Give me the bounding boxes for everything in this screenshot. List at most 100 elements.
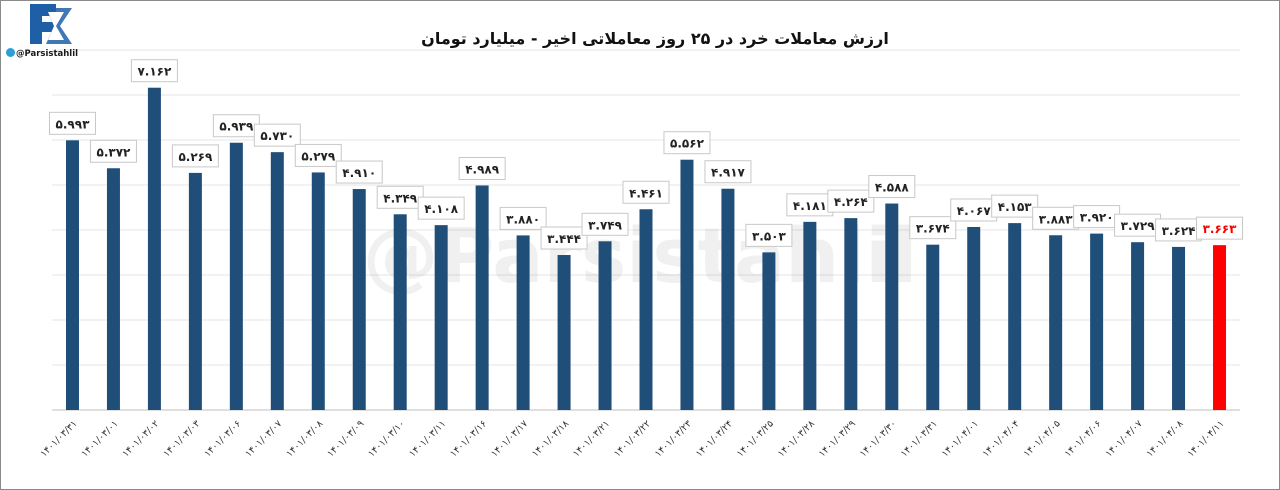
value-label: ۵.۲۶۹ bbox=[171, 144, 219, 168]
value-label-text: ۵.۳۷۲ bbox=[97, 145, 132, 159]
x-tick-label: ۱۴۰۱/۰۴/۰۱ bbox=[940, 418, 981, 459]
value-label-box bbox=[622, 180, 670, 204]
x-tick-label: ۱۴۰۱/۰۳/۳۰ bbox=[858, 418, 899, 459]
value-label-box bbox=[253, 123, 301, 147]
value-label-text: ۴.۱۰۸ bbox=[424, 202, 459, 216]
value-label-text: ۳.۶۶۳ bbox=[1203, 222, 1238, 236]
value-label: ۵.۵۶۲ bbox=[663, 131, 711, 155]
value-label-text: ۴.۴۶۱ bbox=[629, 186, 663, 200]
x-tick-label: ۱۴۰۱/۰۳/۱۰ bbox=[366, 418, 407, 459]
bar bbox=[188, 172, 202, 410]
x-tick-label: ۱۴۰۱/۰۴/۱۱ bbox=[1185, 418, 1226, 459]
bar bbox=[762, 252, 776, 410]
value-label-box bbox=[704, 160, 752, 184]
bar bbox=[434, 225, 448, 410]
x-tick-label: ۱۴۰۱/۰۳/۲۳ bbox=[653, 418, 694, 459]
x-tick-label: ۱۴۰۱/۰۳/۰۱ bbox=[79, 418, 120, 459]
value-label-text: ۵.۹۳۹ bbox=[219, 120, 254, 134]
value-label-text: ۷.۱۶۲ bbox=[137, 65, 172, 79]
value-label: ۳.۸۸۳ bbox=[1032, 206, 1080, 230]
bar bbox=[680, 159, 694, 410]
bar bbox=[639, 209, 653, 410]
value-label-text: ۳.۶۷۴ bbox=[916, 222, 950, 236]
value-label: ۳.۶۲۴ bbox=[1155, 218, 1203, 242]
chart-title: ارزش معاملات خرد در ۲۵ روز معاملاتی اخیر… bbox=[421, 29, 889, 48]
bar bbox=[147, 87, 161, 411]
value-label: ۳.۷۲۹ bbox=[1114, 213, 1162, 237]
bar bbox=[1172, 246, 1186, 410]
value-label-text: ۳.۷۲۹ bbox=[1121, 219, 1156, 233]
bar bbox=[926, 244, 940, 410]
bar bbox=[967, 226, 981, 410]
brand-handle: @Parsistahlil bbox=[16, 49, 79, 59]
value-label: ۵.۲۷۹ bbox=[294, 143, 342, 167]
x-tick-label: ۱۴۰۱/۰۳/۳۱ bbox=[38, 418, 79, 459]
value-label: ۴.۹۸۹ bbox=[458, 156, 506, 180]
bar bbox=[475, 185, 489, 410]
value-label-text: ۵.۵۶۲ bbox=[670, 137, 705, 151]
value-label: ۳.۹۲۰ bbox=[1073, 205, 1121, 229]
value-label-box bbox=[294, 143, 342, 167]
value-label-text: ۳.۷۴۹ bbox=[588, 218, 623, 232]
bar bbox=[516, 235, 530, 410]
value-label: ۳.۵۰۳ bbox=[745, 223, 793, 247]
value-label-box bbox=[540, 226, 588, 250]
value-label: ۳.۸۸۰ bbox=[499, 206, 547, 230]
value-label-text: ۵.۷۳۰ bbox=[260, 129, 294, 143]
x-tick-label: ۱۴۰۱/۰۳/۰۸ bbox=[284, 418, 325, 459]
value-label-box bbox=[130, 59, 178, 83]
x-tick-label: ۱۴۰۱/۰۳/۲۸ bbox=[776, 418, 817, 459]
x-tick-label: ۱۴۰۱/۰۳/۱۶ bbox=[448, 418, 489, 459]
value-label-text: ۵.۲۶۹ bbox=[178, 150, 213, 164]
bar bbox=[270, 152, 284, 410]
value-label: ۴.۱۰۸ bbox=[417, 196, 465, 220]
telegram-icon bbox=[6, 48, 15, 57]
value-label: ۴.۴۶۱ bbox=[622, 180, 670, 204]
bar bbox=[1090, 233, 1104, 410]
bar bbox=[721, 188, 735, 410]
bar bbox=[393, 214, 407, 410]
value-label-box bbox=[663, 131, 711, 155]
value-label-box bbox=[171, 144, 219, 168]
value-label-text: ۴.۵۸۸ bbox=[875, 181, 910, 195]
value-label: ۳.۶۶۳ bbox=[1196, 216, 1244, 240]
value-label: ۵.۹۹۳ bbox=[48, 111, 96, 135]
x-tick-label: ۱۴۰۱/۰۳/۲۲ bbox=[612, 418, 653, 459]
x-tick-label: ۱۴۰۱/۰۳/۱۱ bbox=[407, 418, 448, 459]
value-label-box bbox=[868, 175, 916, 199]
value-label-text: ۳.۹۲۰ bbox=[1080, 211, 1114, 225]
x-tick-label: ۱۴۰۱/۰۳/۰۶ bbox=[202, 418, 243, 459]
value-label-text: ۵.۹۹۳ bbox=[56, 117, 91, 131]
bar bbox=[1213, 245, 1227, 410]
value-label-text: ۴.۱۵۳ bbox=[998, 200, 1033, 214]
value-label-box bbox=[1196, 216, 1244, 240]
value-label-text: ۳.۸۸۰ bbox=[506, 212, 540, 226]
value-label-box bbox=[745, 223, 793, 247]
x-tick-label: ۱۴۰۱/۰۴/۰۵ bbox=[1022, 418, 1063, 459]
value-label-text: ۴.۰۶۷ bbox=[957, 204, 992, 218]
value-label-box bbox=[48, 111, 96, 135]
x-tick-label: ۱۴۰۱/۰۳/۲۹ bbox=[817, 418, 858, 459]
value-label: ۵.۷۳۰ bbox=[253, 123, 301, 147]
value-label: ۴.۹۱۷ bbox=[704, 160, 752, 184]
value-label-text: ۳.۵۰۳ bbox=[752, 229, 787, 243]
value-label: ۳.۷۴۹ bbox=[581, 212, 629, 236]
x-tick-label: ۱۴۰۱/۰۳/۰۹ bbox=[325, 418, 366, 459]
bar bbox=[229, 142, 243, 410]
x-tick-label: ۱۴۰۱/۰۳/۱۷ bbox=[489, 418, 530, 459]
x-tick-label: ۱۴۰۱/۰۴/۰۶ bbox=[1063, 418, 1104, 459]
value-label: ۴.۵۸۸ bbox=[868, 175, 916, 199]
bar bbox=[557, 255, 571, 410]
value-label: ۵.۳۷۲ bbox=[89, 139, 137, 163]
value-label: ۳.۴۴۴ bbox=[540, 226, 588, 250]
value-label-text: ۳.۶۲۴ bbox=[1162, 224, 1196, 238]
value-label-text: ۴.۹۱۰ bbox=[342, 166, 376, 180]
value-label-box bbox=[417, 196, 465, 220]
value-label-text: ۴.۳۴۹ bbox=[383, 191, 418, 205]
value-label-box bbox=[909, 216, 957, 240]
value-label-text: ۳.۴۴۴ bbox=[547, 232, 581, 246]
value-label: ۳.۶۷۴ bbox=[909, 216, 957, 240]
x-tick-label: ۱۴۰۱/۰۳/۳۱ bbox=[899, 418, 940, 459]
x-tick-label: ۱۴۰۱/۰۴/۰۷ bbox=[1104, 418, 1145, 459]
